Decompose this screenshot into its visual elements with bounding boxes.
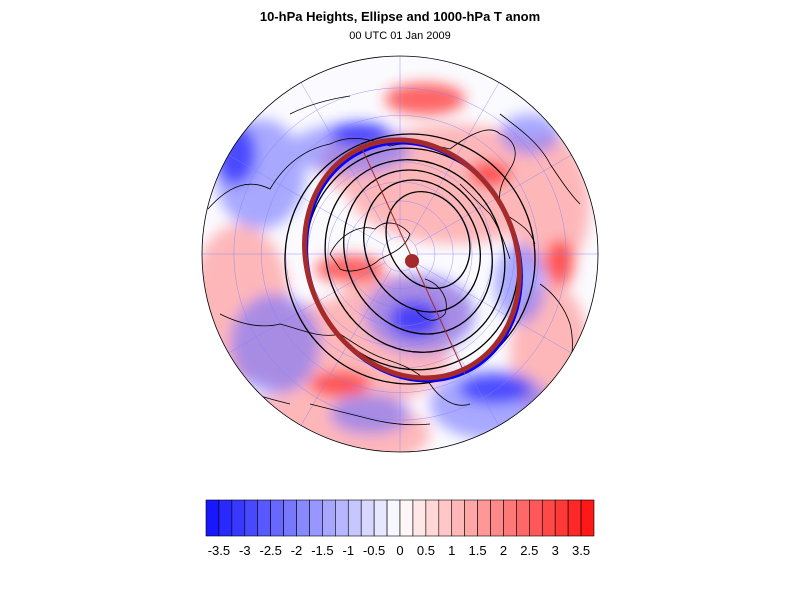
colorbar-label: 2.5 xyxy=(520,543,539,558)
cold-anomaly xyxy=(500,114,560,154)
colorbar-label: -1 xyxy=(342,543,355,558)
colorbar-box xyxy=(580,499,595,537)
warm-anomaly-strong xyxy=(546,240,574,288)
colorbar-box xyxy=(218,499,233,537)
colorbar-box xyxy=(257,499,271,537)
longitude-line xyxy=(408,268,500,426)
colorbar-box xyxy=(296,499,310,537)
colorbar-label: -2 xyxy=(290,543,303,558)
colorbar-box xyxy=(386,499,401,537)
colorbar-box xyxy=(541,499,556,537)
colorbar-box xyxy=(309,499,323,537)
cold-anomaly xyxy=(330,394,410,434)
colorbar-box xyxy=(373,499,388,537)
longitude-line xyxy=(414,262,572,354)
colorbar-box xyxy=(503,499,517,537)
colorbar-box xyxy=(451,499,465,537)
height-contour xyxy=(363,179,481,313)
warm-anomaly-strong xyxy=(310,372,370,396)
height-contour xyxy=(343,169,493,335)
colorbar xyxy=(205,499,595,537)
plot-subtitle: 00 UTC 01 Jan 2009 xyxy=(349,30,451,42)
colorbar-label: -1.5 xyxy=(311,543,334,558)
cold-anomaly-strong xyxy=(460,375,530,403)
height-contour xyxy=(324,159,506,353)
colorbar-box xyxy=(244,499,259,537)
cold-anomaly-strong xyxy=(390,301,440,337)
colorbar-labels: -3.5 -3 -2.5 -2 -1.5 -1 -0.5 0 0.5 1 1.5 2 2.5 3 3.5 xyxy=(0,543,800,563)
colorbar-label: -2.5 xyxy=(259,543,282,558)
colorbar-box xyxy=(425,499,440,537)
warm-anomaly xyxy=(510,134,590,274)
longitude-line xyxy=(228,262,386,354)
colorbar-label: 3.5 xyxy=(572,543,591,558)
colorbar-box xyxy=(567,499,582,537)
vortex-ellipse-group xyxy=(302,137,523,383)
colorbar-label: 0.5 xyxy=(416,543,435,558)
polar-map xyxy=(201,55,599,453)
colorbar-label: 3 xyxy=(551,543,559,558)
cold-anomaly-strong xyxy=(330,122,390,146)
longitude-line xyxy=(228,154,386,246)
colorbar-box xyxy=(335,499,349,537)
colorbar-label: 2 xyxy=(499,543,508,558)
warm-anomaly-strong xyxy=(385,83,465,115)
vortex-ellipse xyxy=(302,137,522,381)
map-boundary xyxy=(201,55,599,453)
cold-anomaly-strong xyxy=(215,124,255,184)
height-contour xyxy=(385,190,471,290)
colorbar-label: 1 xyxy=(448,543,456,558)
colorbar-box xyxy=(554,499,569,537)
colorbar-box xyxy=(322,499,336,537)
colorbar-label: 1.5 xyxy=(468,543,487,558)
colorbar-box xyxy=(477,499,491,537)
colorbar-box xyxy=(347,499,362,537)
colorbar-label: -3.5 xyxy=(207,543,231,558)
colorbar-box xyxy=(464,499,478,537)
colorbar-box xyxy=(360,499,375,537)
longitude-line xyxy=(408,82,500,240)
plot-title: 10-hPa Heights, Ellipse and 1000-hPa T a… xyxy=(259,9,541,24)
longitude-line xyxy=(300,268,392,426)
colorbar-box xyxy=(231,499,246,537)
cold-anomaly xyxy=(230,294,320,394)
colorbar-box xyxy=(412,499,427,537)
colorbar-label: -0.5 xyxy=(362,543,386,558)
colorbar-box xyxy=(490,499,504,537)
colorbar-label: 0 xyxy=(396,543,404,558)
colorbar-box xyxy=(283,499,297,537)
colorbar-box xyxy=(399,499,414,537)
longitude-line xyxy=(414,154,572,246)
ellipse-center xyxy=(405,254,419,268)
colorbar-box xyxy=(270,499,284,537)
colorbar-box xyxy=(205,499,220,537)
colorbar-label: -3 xyxy=(239,543,251,558)
colorbar-box xyxy=(529,499,543,537)
colorbar-box xyxy=(438,499,453,537)
colorbar-box xyxy=(516,499,530,537)
